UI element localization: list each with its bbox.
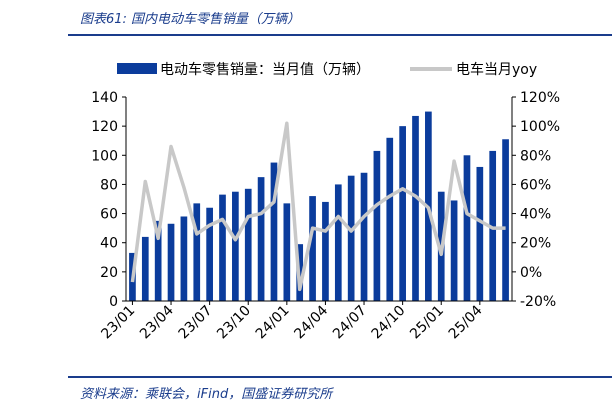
y-left-tick-label: 140 (91, 90, 118, 106)
y-right-tick-label: 120% (520, 90, 560, 106)
bar-24-05 (334, 184, 342, 301)
y-right-tick-label: 60% (520, 177, 551, 193)
yoy-line-series (130, 121, 506, 292)
y-right-tick-label: 100% (520, 119, 560, 135)
bar-23-03 (154, 220, 162, 301)
y-right-tick-label: 40% (520, 207, 551, 223)
bar-25-03 (463, 155, 471, 301)
y-right-axis-ticks: -20% 0% 20% 40% 60% 80% 100% 120% (512, 90, 560, 310)
bar-24-07 (360, 172, 368, 301)
y-left-tick-label: 40 (100, 236, 118, 252)
chart: 电动车零售销量：当月值（万辆） 电车当月yoy 0 20 40 60 80 100 120 1… (91, 61, 560, 343)
legend-bar-label: 电动车零售销量：当月值（万辆） (160, 61, 370, 78)
legend-bar-swatch (117, 63, 157, 74)
x-tick-label: 25/04 (446, 302, 486, 342)
x-tick-label: 24/10 (369, 303, 409, 343)
y-left-axis-ticks: 0 20 40 60 80 100 120 140 (91, 90, 126, 310)
bar-24-01 (283, 203, 291, 301)
y-left-tick-label: 120 (91, 119, 118, 135)
y-left-tick-label: 80 (100, 177, 118, 193)
bar-25-04 (476, 166, 484, 301)
x-tick-label: 23/07 (176, 303, 216, 343)
y-right-tick-label: 0% (520, 265, 542, 281)
y-right-tick-label: 80% (520, 148, 551, 164)
y-left-tick-label: 20 (100, 265, 118, 281)
bar-24-08 (373, 150, 381, 301)
bar-24-11 (412, 115, 419, 301)
x-tick-label: 24/07 (330, 303, 370, 343)
axes (125, 97, 513, 302)
page-title: 图表61: 国内电动车零售销量（万辆） (80, 12, 301, 27)
bar-25-06 (502, 139, 509, 301)
bar-24-10 (399, 126, 406, 301)
bar-24-09 (386, 137, 394, 301)
source-rule (68, 376, 612, 378)
x-tick-label: 23/01 (98, 303, 138, 343)
bar-23-04 (167, 223, 175, 301)
bar-series (129, 111, 509, 301)
y-right-tick-label: -20% (520, 294, 556, 310)
x-tick-label: 24/04 (291, 302, 331, 342)
title-rule (68, 34, 612, 36)
x-tick-label: 23/04 (137, 302, 177, 342)
bar-24-04 (322, 201, 329, 301)
x-tick-label: 23/10 (214, 303, 254, 343)
y-left-tick-label: 0 (109, 294, 118, 310)
bar-24-06 (347, 175, 355, 301)
y-left-tick-label: 60 (100, 207, 118, 223)
y-left-tick-label: 100 (91, 148, 118, 164)
bar-23-08 (219, 194, 226, 301)
x-tick-label: 25/01 (407, 303, 447, 343)
x-tick-label: 24/01 (253, 303, 293, 343)
x-axis-ticks: 23/0123/0423/0723/1024/0124/0424/0724/10… (98, 301, 486, 343)
bar-25-05 (489, 150, 497, 301)
bar-23-10 (244, 188, 252, 301)
bar-23-07 (206, 207, 213, 301)
bar-23-06 (193, 203, 201, 301)
bar-25-02 (450, 200, 458, 301)
source-note: 资料来源：乘联会，iFind，国盛证券研究所 (80, 387, 333, 402)
bar-23-02 (141, 236, 149, 301)
legend-line-label: 电车当月yoy (456, 61, 537, 78)
bar-23-11 (257, 177, 265, 301)
y-right-tick-label: 20% (520, 236, 551, 252)
bar-23-09 (232, 191, 239, 301)
yoy-line (130, 121, 506, 292)
bar-23-12 (270, 162, 278, 301)
bar-23-05 (180, 216, 188, 301)
bar-24-03 (309, 196, 316, 301)
legend: 电动车零售销量：当月值（万辆） 电车当月yoy (117, 61, 537, 78)
